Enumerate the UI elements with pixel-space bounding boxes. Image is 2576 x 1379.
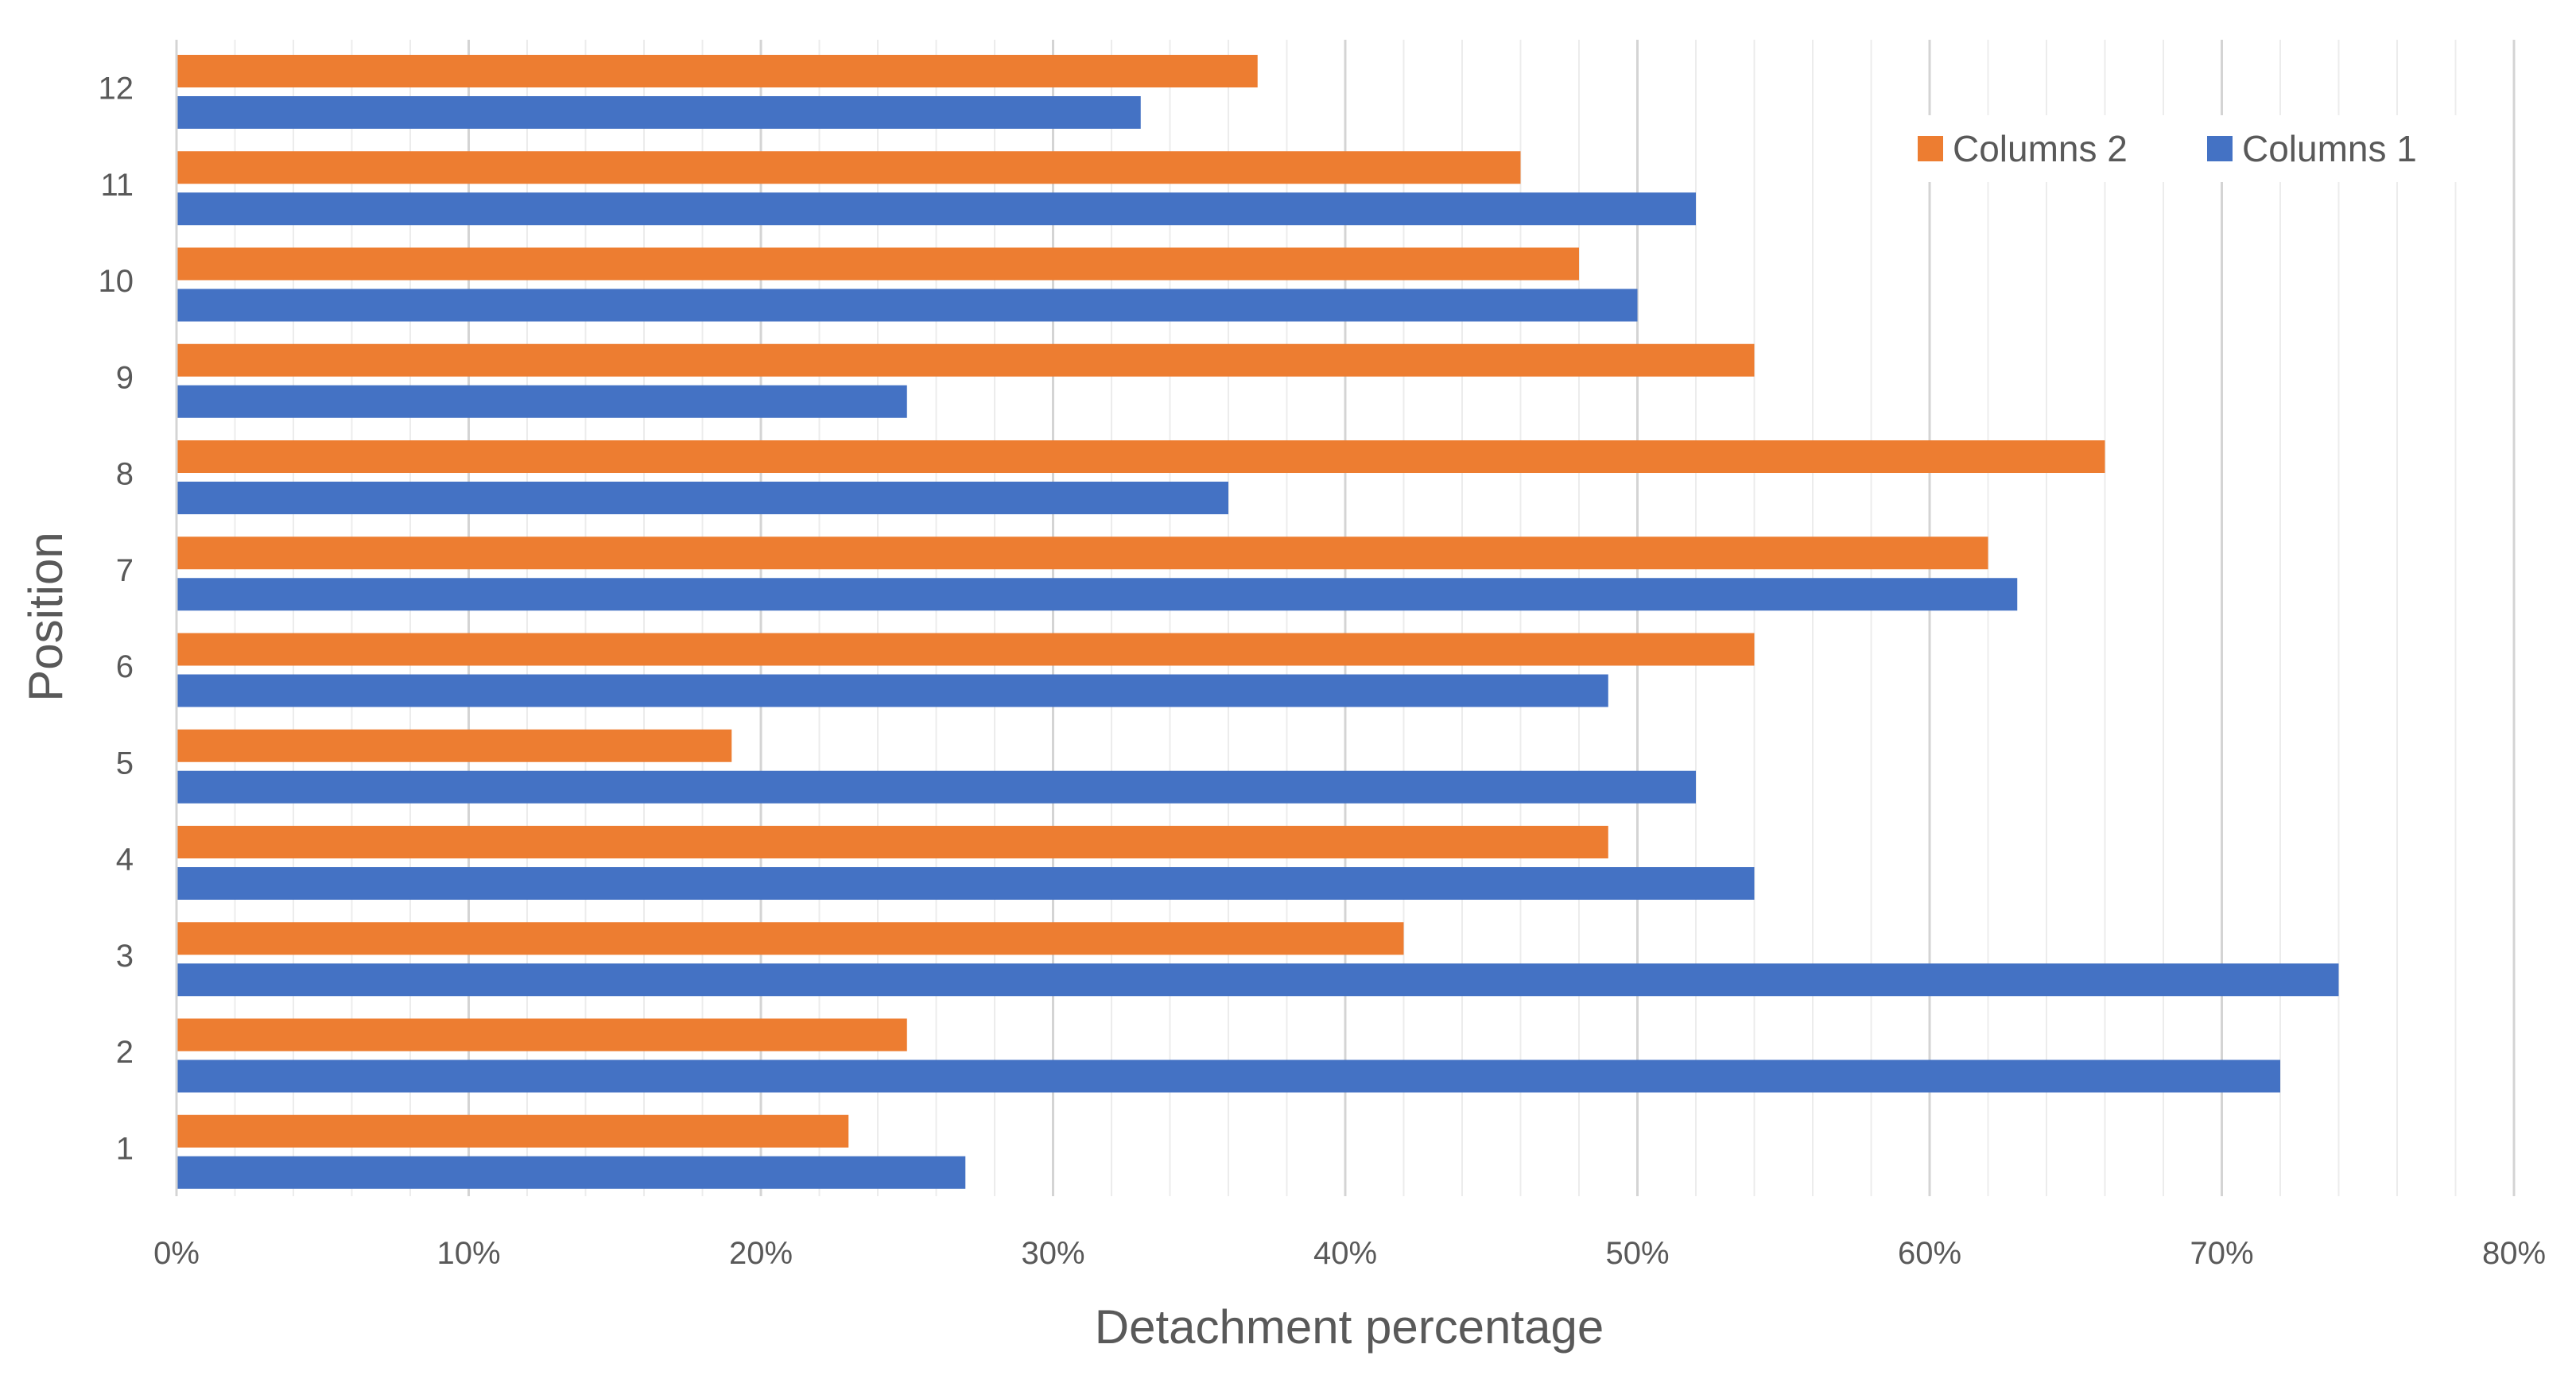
y-axis-title: Position [19,532,72,701]
legend-label-columns-1: Columns 1 [2242,128,2417,169]
bar-columns-2-position-4 [177,826,1608,858]
x-tick-label: 70% [2190,1236,2253,1271]
y-tick-label: 1 [116,1131,134,1166]
bar-columns-1-position-11 [177,192,1696,226]
x-tick-label: 20% [729,1236,793,1271]
legend-label-columns-2: Columns 2 [1953,128,2128,169]
bar-columns-2-position-1 [177,1114,849,1148]
legend-swatch-columns-2 [1918,136,1943,161]
y-tick-label: 11 [100,168,134,203]
bar-columns-2-position-5 [177,729,732,762]
bar-columns-2-position-6 [177,633,1755,666]
bar-columns-1-position-6 [177,674,1608,707]
bar-columns-1-position-9 [177,385,907,418]
bar-columns-1-position-5 [177,770,1696,804]
bar-columns-1-position-2 [177,1059,2280,1093]
y-tick-label: 7 [116,553,134,588]
bar-columns-1-position-8 [177,482,1228,514]
x-tick-label: 60% [1898,1236,1961,1271]
y-tick-label: 9 [116,360,134,395]
y-tick-label: 5 [116,746,134,781]
x-tick-label: 10% [436,1236,500,1271]
bar-columns-1-position-7 [177,578,2018,611]
bar-columns-2-position-9 [177,343,1755,377]
bars [177,55,2339,1189]
y-tick-label: 8 [116,457,134,492]
y-tick-label: 6 [116,649,134,684]
bar-columns-1-position-1 [177,1156,966,1189]
bar-columns-1-position-3 [177,963,2339,997]
bar-columns-2-position-11 [177,151,1521,184]
bar-columns-2-position-3 [177,922,1404,955]
bar-columns-2-position-12 [177,55,1258,87]
bar-columns-1-position-4 [177,867,1755,900]
bar-columns-2-position-8 [177,440,2105,473]
x-tick-labels: 0% 10% 20% 30% 40% 50% 60% 70% 80% [153,1236,2546,1271]
y-tick-label: 4 [116,843,134,877]
legend: Columns 2 Columns 1 [1900,115,2457,182]
bar-columns-1-position-12 [177,96,1141,129]
y-tick-label: 2 [116,1035,134,1070]
legend-background [1900,115,2457,182]
x-tick-label: 50% [1605,1236,1669,1271]
legend-swatch-columns-1 [2207,136,2233,161]
x-tick-label: 40% [1313,1236,1377,1271]
major-gridlines [467,40,2516,1196]
y-tick-label: 3 [116,939,134,974]
y-tick-label: 12 [99,72,134,107]
bar-columns-2-position-7 [177,536,1988,570]
x-tick-label: 80% [2482,1236,2546,1271]
minor-gridlines [234,40,2457,1196]
bar-columns-2-position-10 [177,247,1579,281]
x-tick-label: 0% [153,1236,200,1271]
y-tick-label: 10 [99,264,134,299]
x-tick-label: 30% [1021,1236,1084,1271]
x-axis-title: Detachment percentage [1095,1300,1604,1354]
bar-columns-1-position-10 [177,289,1638,322]
bar-columns-2-position-2 [177,1018,907,1052]
